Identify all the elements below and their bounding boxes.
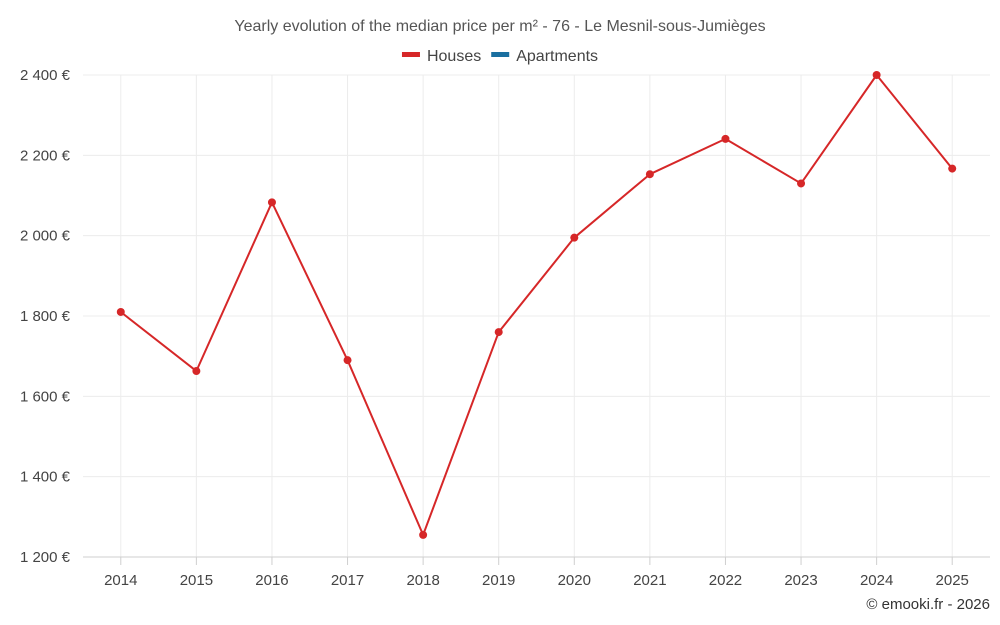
y-tick-label: 1 400 €	[20, 469, 71, 486]
data-point-houses-2022[interactable]	[721, 134, 730, 143]
y-tick-label: 2 400 €	[20, 67, 71, 84]
legend-item-apartments[interactable]: Apartments	[491, 48, 598, 65]
data-point-houses-2024[interactable]	[872, 71, 881, 79]
y-tick-label: 2 000 €	[20, 228, 71, 245]
legend-swatch-apartments	[491, 52, 510, 57]
series-line-houses	[120, 74, 953, 536]
x-tick-label: 2023	[784, 572, 817, 589]
x-tick-label: 2025	[936, 572, 969, 589]
x-tick-label: 2020	[558, 572, 591, 589]
x-tick-label: 2018	[406, 572, 439, 589]
legend: Houses Apartments	[401, 48, 598, 65]
data-point-houses-2015[interactable]	[192, 367, 201, 376]
x-tick-label: 2021	[633, 572, 666, 589]
x-tick-label: 2019	[482, 572, 515, 589]
legend-item-houses[interactable]: Houses	[401, 48, 481, 65]
legend-swatch-houses	[401, 52, 420, 57]
y-tick-label: 1 200 €	[20, 549, 71, 566]
data-point-houses-2014[interactable]	[116, 307, 125, 316]
data-point-houses-2019[interactable]	[494, 328, 503, 337]
chart-title: Yearly evolution of the median price per…	[234, 18, 765, 35]
data-point-houses-2016[interactable]	[267, 198, 276, 207]
x-tick-label: 2016	[255, 572, 288, 589]
legend-label-apartments: Apartments	[516, 48, 598, 65]
axes: 1 200 € 1 400 € 1 600 € 1 800 € 2 000 € 2 200…	[20, 67, 990, 589]
x-tick-label: 2017	[331, 572, 364, 589]
x-tick-label: 2015	[180, 572, 213, 589]
grid	[83, 74, 990, 557]
x-tick-label: 2014	[104, 572, 137, 589]
y-tick-label: 1 800 €	[20, 308, 71, 325]
data-point-houses-2023[interactable]	[797, 179, 806, 188]
series-layer	[116, 71, 957, 539]
x-tick-label: 2024	[860, 572, 893, 589]
y-tick-label: 1 600 €	[20, 388, 71, 405]
data-point-houses-2025[interactable]	[948, 164, 957, 173]
data-point-houses-2018[interactable]	[419, 530, 428, 539]
x-tick-label: 2022	[709, 572, 742, 589]
credit-text[interactable]: © emooki.fr - 2026	[866, 596, 990, 613]
data-point-houses-2021[interactable]	[645, 170, 654, 179]
data-point-houses-2017[interactable]	[343, 356, 352, 365]
y-tick-label: 2 200 €	[20, 147, 71, 164]
data-point-houses-2020[interactable]	[570, 233, 579, 242]
legend-label-houses: Houses	[427, 48, 481, 65]
